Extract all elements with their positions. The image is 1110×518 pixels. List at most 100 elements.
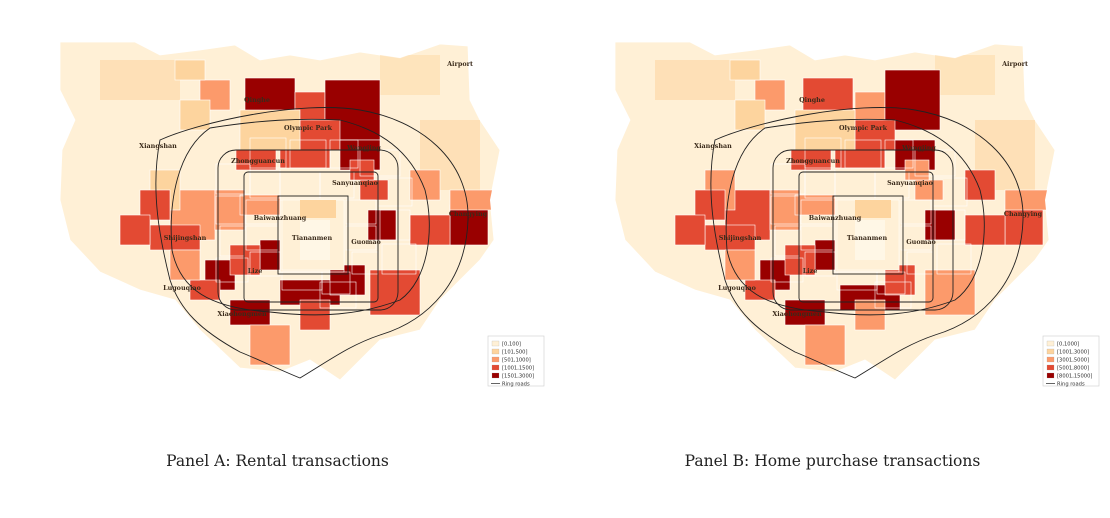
district-patch: [300, 200, 336, 218]
district-border: [215, 257, 249, 283]
district-patch: [964, 169, 996, 201]
ring-road-6: [155, 107, 469, 379]
district-patch: [1004, 204, 1044, 246]
place-label-airport: Airport: [1001, 60, 1028, 68]
district-border: [249, 251, 281, 277]
legend-label: [501,1000]: [502, 358, 531, 364]
place-label-wangjing: Wangjing: [901, 144, 936, 152]
legend-swatch: [1046, 372, 1055, 379]
district-border: [379, 209, 411, 241]
legend-label: [1001,3000]: [1057, 350, 1089, 356]
district-border: [345, 225, 377, 251]
place-label-zhongguancun: Zhongguancun: [231, 157, 285, 165]
district-border: [321, 271, 351, 295]
district-patch: [409, 214, 451, 246]
district-patch: [119, 214, 151, 246]
purchase-choropleth-map: Airport Qinghe Olympic Park Xiangshan Wangji…: [614, 41, 1100, 388]
district-patch: [380, 55, 440, 95]
district-patch: [855, 200, 891, 218]
district-patch: [349, 159, 375, 181]
legend-label: [3001,5000]: [1057, 358, 1089, 364]
district-border: [804, 137, 842, 169]
district-patch: [729, 59, 761, 81]
district-border: [900, 225, 932, 251]
district-border: [249, 137, 287, 169]
district-border: [874, 281, 912, 309]
place-label-tiananmen: Tiananmen: [292, 234, 333, 242]
place-label-wangjing: Wangjing: [346, 144, 381, 152]
district-patch: [179, 99, 211, 131]
place-label-qinghe: Qinghe: [799, 96, 825, 104]
district-patch: [704, 224, 756, 251]
ring-road-3: [798, 171, 934, 303]
district-border: [329, 139, 359, 169]
ring-road-6: [710, 107, 1024, 379]
place-label-lize: Lize: [803, 267, 818, 275]
place-label-xiaohongmen: Xiaohongmen: [772, 310, 822, 318]
panel-a-rental: Airport Qinghe Olympic Park Xiangshan Wangji…: [59, 41, 545, 470]
district-patch: [784, 299, 826, 326]
legend-swatch: [1046, 348, 1055, 355]
place-label-changying: Changying: [1004, 210, 1043, 218]
district-patch: [724, 249, 756, 281]
legend-label: [1001,1500]: [502, 366, 534, 372]
place-label-xiangshan: Xiangshan: [694, 142, 732, 150]
district-patch: [169, 249, 201, 281]
legend-label: [5001,8000]: [1057, 366, 1089, 372]
district-border: [215, 163, 251, 195]
district-patch: [935, 55, 995, 95]
ring-road-4: [772, 149, 954, 311]
core-district: [300, 220, 330, 260]
ring-road-4: [217, 149, 399, 311]
district-patch: [924, 269, 976, 316]
district-patch: [279, 149, 331, 169]
district-patch: [174, 59, 206, 81]
district-patch: [100, 60, 180, 100]
legend-swatch: [491, 372, 500, 379]
place-label-zhongguancun: Zhongguancun: [786, 157, 840, 165]
place-label-olympic: Olympic Park: [284, 124, 333, 132]
district-patch: [734, 99, 766, 131]
district-patch: [854, 91, 886, 121]
place-label-baiwanzhuang: Baiwanzhuang: [254, 214, 307, 222]
district-border: [876, 271, 906, 295]
ring-road-2: [277, 195, 349, 275]
legend-label: [1501,3000]: [502, 374, 534, 380]
place-label-guomao: Guomao: [906, 238, 936, 246]
district-border: [345, 199, 377, 225]
legend-swatch: [491, 364, 500, 371]
district-border: [844, 139, 882, 169]
district-patch: [259, 239, 281, 271]
legend-label: [0,100]: [502, 342, 521, 348]
district-border: [934, 209, 966, 241]
place-label-lize: Lize: [248, 267, 263, 275]
district-patch: [189, 279, 221, 301]
panel-b-caption: Panel B: Home purchase transactions: [684, 452, 981, 470]
district-patch: [834, 149, 886, 169]
district-patch: [964, 214, 1006, 246]
legend-label: Ring roads: [1057, 382, 1085, 388]
legend-swatch: [491, 348, 500, 355]
ring-road-2: [832, 195, 904, 275]
district-patch: [299, 119, 341, 151]
district-patch: [229, 299, 271, 326]
district-border: [936, 243, 972, 275]
legend-swatch: [1046, 340, 1055, 347]
legend-label: [0,1000]: [1057, 342, 1079, 348]
legend-label: Ring roads: [502, 382, 530, 388]
district-border: [381, 243, 417, 275]
place-label-qinghe: Qinghe: [244, 96, 270, 104]
legend-label: [8001,15000]: [1057, 374, 1092, 380]
place-label-sanyuanqiao: Sanyuanqiao: [332, 179, 378, 187]
district-border: [319, 281, 357, 309]
district-patch: [904, 159, 930, 181]
legend-swatch: [1046, 364, 1055, 371]
district-patch: [369, 269, 421, 316]
place-label-airport: Airport: [446, 60, 473, 68]
place-label-sanyuanqiao: Sanyuanqiao: [887, 179, 933, 187]
place-label-olympic: Olympic Park: [839, 124, 888, 132]
district-patch: [744, 279, 776, 301]
district-patch: [814, 239, 836, 271]
place-label-xiaohongmen: Xiaohongmen: [217, 310, 267, 318]
district-patch: [924, 209, 956, 241]
